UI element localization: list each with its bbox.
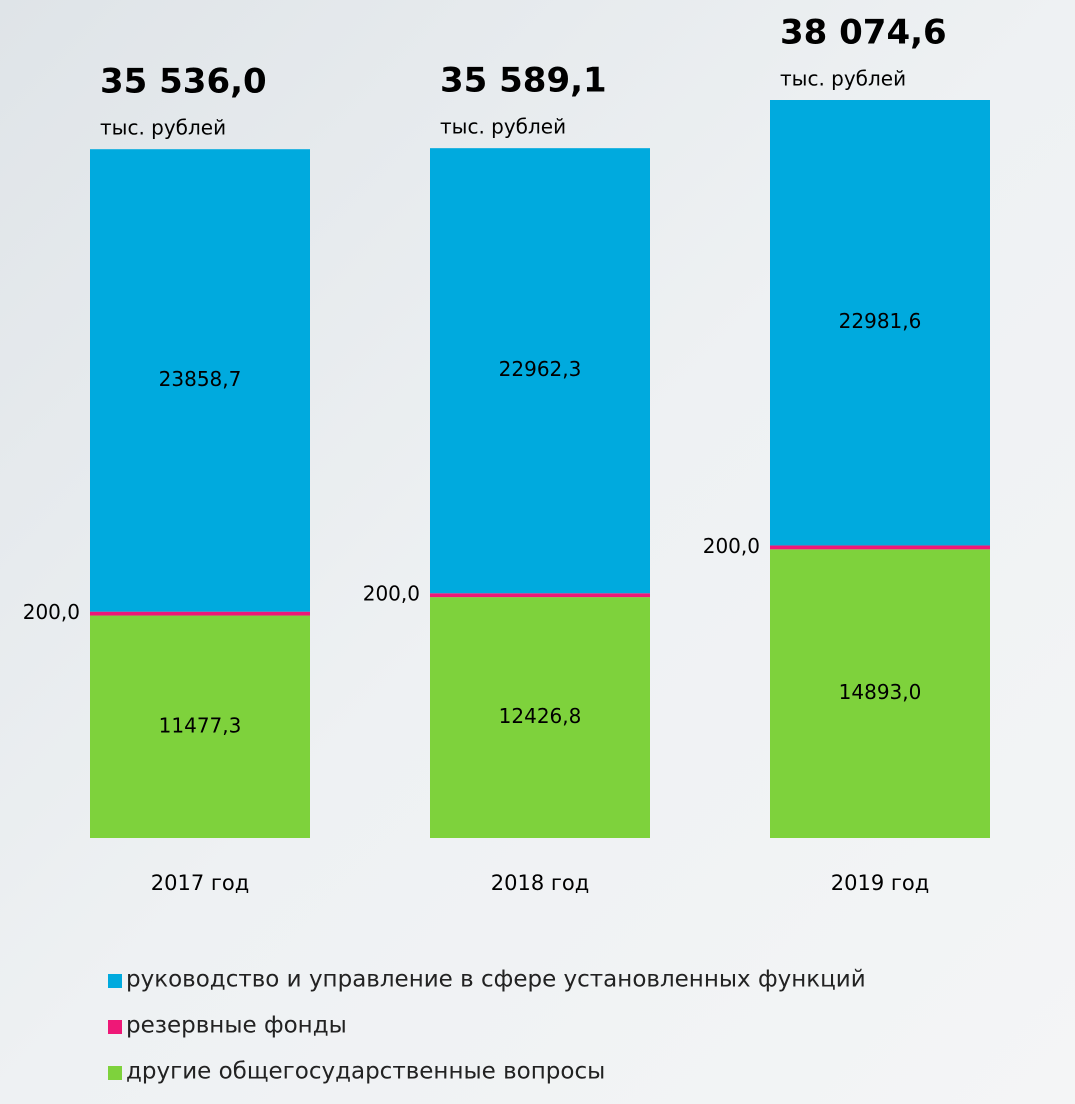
bar-segment	[770, 545, 990, 550]
legend-swatch	[108, 1020, 122, 1034]
legend-label: другие общегосударственные вопросы	[126, 1059, 605, 1085]
total-label: 38 074,6	[780, 13, 947, 53]
bar-segment	[90, 615, 310, 838]
data-label: 200,0	[363, 582, 420, 606]
data-label: 12426,8	[499, 704, 582, 728]
data-label: 200,0	[703, 534, 760, 558]
bar-segment	[90, 611, 310, 616]
data-label: 14893,0	[839, 680, 922, 704]
bar-segment	[430, 593, 650, 598]
bar-segment	[430, 148, 650, 594]
data-label: 11477,3	[159, 713, 242, 737]
bar-segment	[90, 149, 310, 612]
data-label: 23858,7	[159, 367, 242, 391]
unit-label: тыс. рублей	[780, 67, 906, 91]
bar-segment	[430, 597, 650, 838]
unit-label: тыс. рублей	[100, 116, 226, 140]
x-tick-label: 2019 год	[831, 871, 930, 895]
data-label: 200,0	[23, 600, 80, 624]
x-tick-label: 2017 год	[151, 871, 250, 895]
total-label: 35 589,1	[440, 61, 607, 101]
x-tick-label: 2018 год	[491, 871, 590, 895]
unit-label: тыс. рублей	[440, 115, 566, 139]
legend-label: резервные фонды	[126, 1013, 347, 1039]
legend-label: руководство и управление в сфере установ…	[126, 967, 866, 993]
data-label: 22981,6	[839, 309, 922, 333]
bar-segment	[770, 549, 990, 838]
legend-swatch	[108, 1066, 122, 1080]
total-label: 35 536,0	[100, 62, 267, 102]
data-label: 22962,3	[499, 357, 582, 381]
legend-swatch	[108, 974, 122, 988]
bar-segment	[770, 100, 990, 546]
